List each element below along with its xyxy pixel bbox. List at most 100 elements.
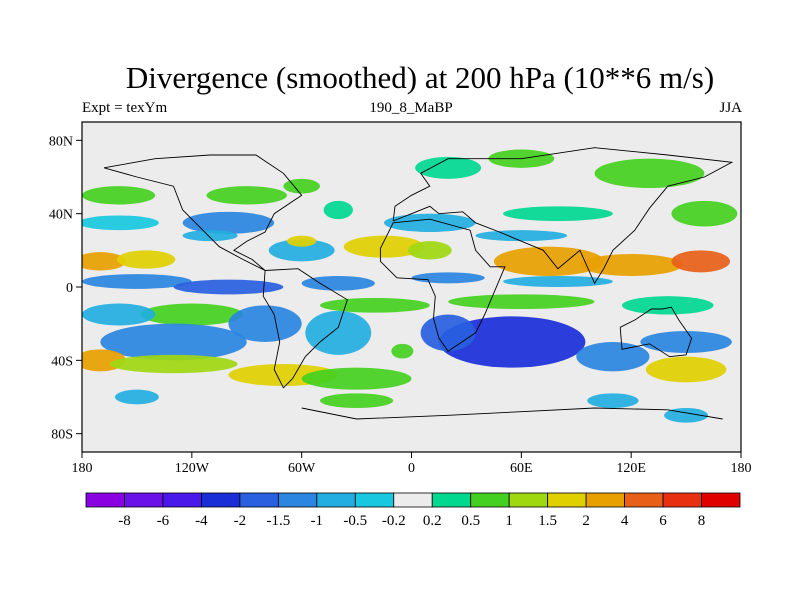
field-contour-region bbox=[268, 239, 335, 262]
colorbar-label: -2 bbox=[234, 513, 247, 529]
field-contour-region bbox=[475, 230, 568, 242]
colorbar-swatch bbox=[585, 492, 625, 508]
field-contour-region bbox=[645, 356, 727, 383]
field-contour-region bbox=[576, 342, 650, 372]
field-contour-region bbox=[587, 393, 639, 408]
colorbar-label: 1 bbox=[505, 513, 513, 529]
x-axis: 180 120W 60W 0 60E 120E 180 bbox=[72, 452, 752, 476]
field-contour-region bbox=[114, 389, 159, 405]
field-contour-region bbox=[664, 408, 709, 423]
x-tick-label: 0 bbox=[408, 461, 415, 476]
y-axis: 80N 40N 0 40S 80S bbox=[49, 134, 82, 443]
field-contour-region bbox=[109, 354, 238, 374]
colorbar-label: -8 bbox=[118, 513, 131, 529]
field-contour-region bbox=[594, 158, 705, 188]
continent-outline bbox=[392, 147, 734, 285]
field-contour-region bbox=[391, 343, 414, 359]
colorbar-label: 8 bbox=[698, 513, 706, 529]
field-contour-region bbox=[82, 303, 156, 326]
colorbar-label: 6 bbox=[659, 513, 667, 529]
colorbar-swatch bbox=[162, 492, 202, 508]
x-tick-label: 180 bbox=[72, 461, 93, 476]
colorbar-swatch bbox=[354, 492, 395, 508]
continent-outline bbox=[262, 268, 348, 389]
field-contour-region bbox=[323, 200, 353, 220]
field-contour-region bbox=[140, 303, 244, 326]
colorbar-swatch bbox=[277, 492, 318, 508]
colorbar-label: 0.2 bbox=[423, 513, 442, 529]
colorbar-swatch bbox=[124, 492, 164, 508]
field-contour-region bbox=[448, 294, 595, 309]
field-contour-region bbox=[82, 252, 126, 271]
colorbar-label: 0.5 bbox=[461, 513, 480, 529]
field-contour-region bbox=[493, 246, 604, 276]
x-tick-label: 60W bbox=[288, 461, 316, 476]
field-contour-region bbox=[228, 305, 302, 342]
colorbar-swatch bbox=[316, 492, 356, 508]
continent-outline bbox=[301, 407, 723, 420]
colorbar-label: -0.5 bbox=[343, 513, 367, 529]
field-contour-region bbox=[305, 310, 372, 355]
field-contour-region bbox=[82, 215, 159, 231]
field-contour-region bbox=[438, 316, 586, 368]
field-contour-region bbox=[503, 206, 613, 222]
chart-title: Divergence (smoothed) at 200 hPa (10**6 … bbox=[125, 60, 715, 95]
field-contour-region bbox=[82, 186, 156, 205]
field-contour-region bbox=[301, 276, 375, 291]
colorbar-label: 2 bbox=[582, 513, 590, 529]
field-contour-region bbox=[640, 331, 732, 353]
y-tick-label: 80N bbox=[49, 134, 73, 149]
field-contour-region bbox=[384, 213, 476, 232]
x-tick-label: 120W bbox=[175, 461, 210, 476]
continent-outline bbox=[103, 154, 303, 271]
colorbar-swatch bbox=[624, 492, 664, 508]
colorbar-swatch bbox=[393, 492, 433, 508]
field-contour-region bbox=[116, 250, 176, 269]
field-contour-region bbox=[319, 298, 430, 313]
field-contour-region bbox=[420, 314, 476, 352]
field-contour-region bbox=[407, 241, 452, 260]
colorbar-swatch bbox=[508, 492, 549, 508]
field-contour-region bbox=[173, 279, 284, 295]
field-contour-region bbox=[182, 211, 275, 234]
x-tick-label: 60E bbox=[510, 461, 533, 476]
colorbar-swatch bbox=[662, 492, 702, 508]
colorbar-label: -4 bbox=[195, 513, 208, 529]
colorbar-label: 1.5 bbox=[538, 513, 557, 529]
colorbar: -8 -6 -4 -2 -1.5 -1 -0.5 -0.2 0.2 0.5 1 1.5 2 4 6 8 bbox=[85, 492, 741, 529]
field-contour-region bbox=[206, 186, 288, 205]
colorbar-swatch bbox=[85, 492, 125, 508]
continent-outline bbox=[379, 218, 506, 352]
y-tick-label: 0 bbox=[66, 281, 73, 296]
subtitle-right: JJA bbox=[719, 100, 742, 116]
y-tick-label: 40N bbox=[49, 208, 73, 223]
colorbar-label: -1 bbox=[311, 513, 324, 529]
subtitle-left: Expt = texYm bbox=[82, 100, 168, 116]
colorbar-swatch bbox=[547, 492, 587, 508]
y-tick-label: 40S bbox=[51, 354, 73, 369]
colorbar-swatch bbox=[470, 492, 510, 508]
colorbar-swatch bbox=[239, 492, 279, 508]
field-contour-region bbox=[671, 250, 731, 273]
field-contour-region bbox=[319, 393, 394, 408]
field-contour-region bbox=[343, 235, 425, 258]
field-contour-region bbox=[503, 276, 613, 287]
field-contour-region bbox=[415, 156, 482, 179]
colorbar-swatch bbox=[431, 492, 472, 508]
field-contour-region bbox=[100, 323, 247, 361]
x-tick-label: 120E bbox=[616, 461, 646, 476]
colorbar-swatch bbox=[201, 492, 241, 508]
continent-outlines bbox=[103, 147, 734, 420]
field-contour-region bbox=[287, 235, 317, 247]
colorbar-label: -6 bbox=[157, 513, 170, 529]
divergence-field bbox=[82, 122, 741, 452]
subtitle-center: 190_8_MaBP bbox=[369, 100, 453, 116]
field-contour-region bbox=[182, 230, 238, 242]
field-contour-region bbox=[671, 200, 738, 227]
colorbar-label: -1.5 bbox=[266, 513, 290, 529]
colorbar-label: 4 bbox=[621, 513, 629, 529]
colorbar-label: -0.2 bbox=[382, 513, 406, 529]
field-contour-region bbox=[283, 178, 320, 194]
field-contour-region bbox=[82, 274, 192, 289]
